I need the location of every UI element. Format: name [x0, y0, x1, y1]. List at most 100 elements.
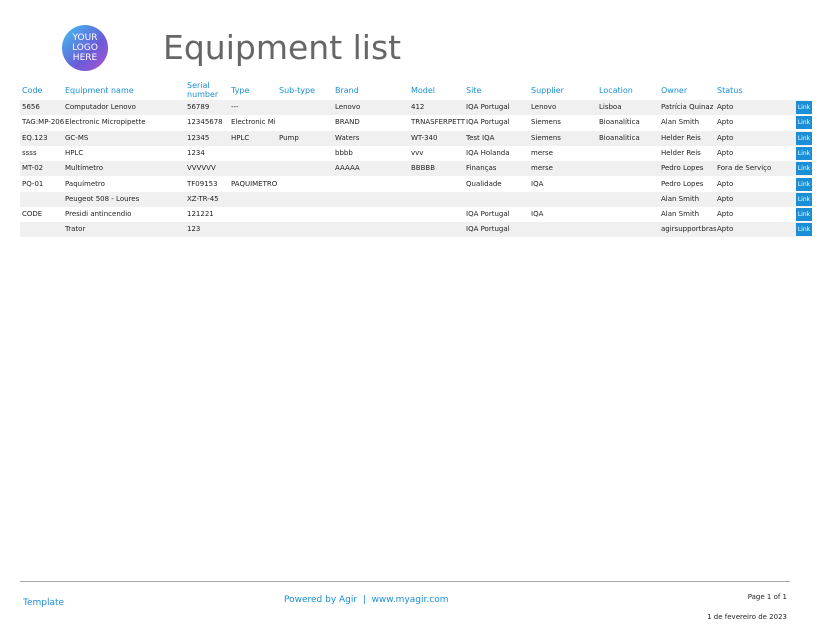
- table-cell: Bioanalitica: [599, 133, 640, 142]
- link-button[interactable]: Link: [796, 177, 812, 191]
- table-row: MT-02 Multímetro VVVVVV AAAAA BBBBB Finanças m…: [20, 161, 812, 177]
- table-cell: Apto: [717, 225, 734, 234]
- logo-text: HERE: [72, 53, 98, 63]
- table-cell: IQA Portugal: [466, 210, 510, 219]
- table-cell: GC-MS: [65, 133, 89, 142]
- table-cell: TAG:MP-206: [22, 118, 64, 127]
- table-cell: Siemens: [531, 133, 561, 142]
- link-button[interactable]: Link: [796, 116, 812, 130]
- table-cell: 5656: [22, 103, 40, 111]
- table-cell: AAAAA: [335, 164, 360, 173]
- table-cell: Trator: [65, 225, 86, 234]
- table-cell: Apto: [717, 210, 734, 219]
- table-cell: 56789: [187, 103, 210, 111]
- table-cell: Pedro Lopes: [661, 164, 704, 173]
- footer-powered: Powered by Agir | www.myagir.com: [284, 595, 449, 605]
- table-cell: IQA Portugal: [466, 118, 510, 127]
- table-cell: Siemens: [531, 118, 561, 127]
- table-cell: Patrícia Quinaz: [661, 103, 714, 111]
- table-cell: Lisboa: [599, 103, 622, 111]
- column-header: Type: [231, 86, 250, 95]
- column-header: Equipment name: [65, 86, 134, 95]
- column-header: Code: [22, 86, 43, 95]
- footer-rule: [20, 581, 790, 582]
- table-cell: Apto: [717, 148, 734, 157]
- table-cell: 412: [411, 103, 425, 111]
- link-button[interactable]: Link: [796, 162, 812, 176]
- table-cell: Presidi antincendio: [65, 210, 132, 219]
- table-cell: Alan Smith: [661, 118, 700, 127]
- link-button[interactable]: Link: [796, 146, 812, 160]
- column-header: Serial number: [187, 81, 219, 99]
- table-cell: Electronic Mi: [231, 118, 276, 127]
- table-cell: Apto: [717, 194, 734, 203]
- table-cell: IQA Holanda: [466, 148, 510, 157]
- table-cell: 12345: [187, 133, 210, 142]
- table-cell: Helder Reis: [661, 148, 701, 157]
- table-cell: HPLC: [65, 148, 84, 157]
- column-header: Site: [466, 86, 482, 95]
- table-row: Trator 123 IQA Portugal agirsupportbras Apto…: [20, 222, 812, 238]
- table-cell: Apto: [717, 179, 734, 188]
- table-row: TAG:MP-206 Electronic Micropipette 1234567…: [20, 115, 812, 130]
- column-header: Sub-type: [279, 86, 315, 95]
- table-cell: Test IQA: [466, 133, 495, 142]
- table-cell: Finanças: [466, 164, 497, 173]
- table-cell: 12345678: [187, 118, 223, 127]
- table-cell: Alan Smith: [661, 210, 700, 219]
- table-cell: IQA Portugal: [466, 103, 510, 111]
- logo-text: LOGO: [72, 43, 98, 53]
- footer-page: Page 1 of 1: [747, 593, 787, 601]
- table-cell: MT-02: [22, 164, 44, 173]
- table-cell: merse: [531, 164, 553, 173]
- table-cell: TF09153: [187, 179, 218, 188]
- table-cell: IQA Portugal: [466, 225, 510, 234]
- table-cell: VVVVVV: [187, 164, 216, 173]
- table-cell: PAQUIMETRO: [231, 179, 278, 188]
- table-cell: PQ-01: [22, 179, 44, 188]
- link-button[interactable]: Link: [796, 223, 812, 237]
- link-button[interactable]: Link: [796, 131, 812, 145]
- column-header: Supplier: [531, 86, 564, 95]
- logo-text: YOUR: [72, 33, 98, 43]
- table-row: PQ-01 Paquímetro TF09153 PAQUIMETRO Qualidad…: [20, 177, 812, 192]
- footer-date: 1 de fevereiro de 2023: [707, 613, 787, 621]
- logo: YOUR LOGO HERE: [62, 25, 108, 71]
- table-cell: Apto: [717, 133, 734, 142]
- column-header: Status: [717, 86, 743, 95]
- link-button[interactable]: Link: [796, 101, 812, 114]
- column-header: Owner: [661, 86, 688, 95]
- footer-template: Template: [23, 598, 65, 608]
- link-button[interactable]: Link: [796, 208, 812, 222]
- table-cell: XZ-TR-45: [187, 194, 219, 203]
- table-cell: Fora de Serviço: [717, 164, 772, 173]
- column-header: Brand: [335, 86, 359, 95]
- table-cell: IQA: [531, 179, 544, 188]
- table-cell: merse: [531, 148, 553, 157]
- table-cell: Bioanalítica: [599, 118, 640, 127]
- link-button[interactable]: Link: [796, 192, 812, 206]
- table-row: ssss HPLC 1234 bbbb vvv IQA Holanda merse Helde…: [20, 146, 812, 161]
- table-cell: Helder Reis: [661, 133, 701, 142]
- table-cell: 123: [187, 225, 201, 234]
- table-cell: Pump: [279, 133, 299, 142]
- table-cell: Alan Smith: [661, 194, 700, 203]
- table-cell: Lenovo: [531, 103, 557, 111]
- table-cell: Pedro Lopes: [661, 179, 704, 188]
- table-cell: ---: [231, 103, 239, 111]
- table-cell: HPLC: [231, 133, 250, 142]
- table-cell: 1234: [187, 148, 205, 157]
- table-cell: WT-340: [411, 133, 438, 142]
- table-cell: CODE: [22, 210, 43, 219]
- table-cell: vvv: [411, 148, 424, 157]
- column-header: Location: [599, 86, 633, 95]
- table-cell: bbbb: [335, 148, 353, 157]
- table-row: CODE Presidi antincendio 121221 IQA Portuga…: [20, 207, 812, 222]
- table-cell: Apto: [717, 118, 734, 127]
- table-cell: Electronic Micropipette: [65, 118, 146, 127]
- table-cell: Qualidade: [466, 179, 502, 188]
- table-cell: BRAND: [335, 118, 360, 127]
- table-row: EQ.123 GC-MS 12345 HPLC Pump Waters WT-340 Test…: [20, 130, 812, 146]
- table-cell: Waters: [335, 133, 360, 142]
- table-cell: Multímetro: [65, 164, 103, 173]
